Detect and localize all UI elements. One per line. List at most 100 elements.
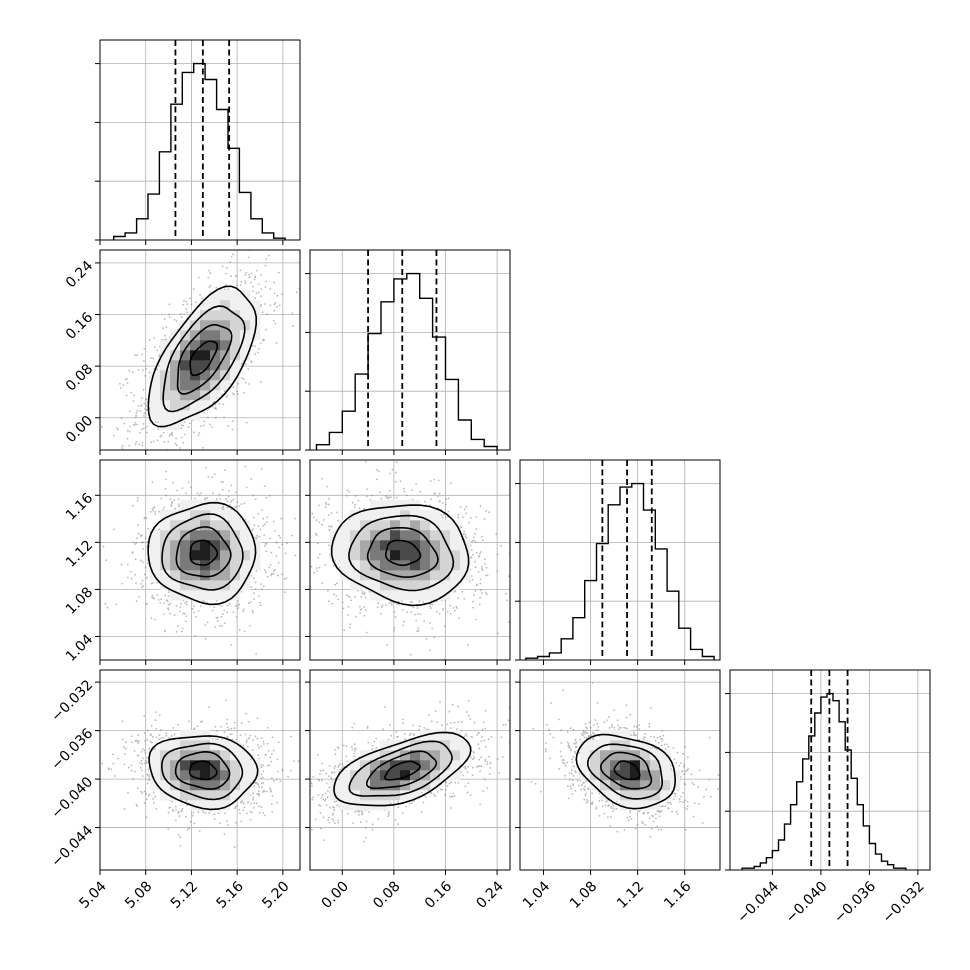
- scatter-point: [186, 311, 189, 314]
- scatter-point: [319, 827, 322, 830]
- density-bin: [340, 560, 351, 571]
- scatter-point: [213, 818, 216, 820]
- scatter-point: [321, 582, 323, 584]
- contour-level-0: [384, 539, 422, 567]
- scatter-point: [182, 303, 185, 306]
- scatter-point: [247, 801, 249, 804]
- scatter-point: [387, 496, 390, 499]
- scatter-point: [458, 616, 461, 619]
- contour-level-2: [348, 740, 453, 797]
- scatter-point: [380, 606, 383, 609]
- scatter-point: [333, 771, 336, 774]
- scatter-point: [230, 727, 233, 730]
- scatter-point: [682, 752, 684, 755]
- scatter-point: [484, 591, 487, 594]
- scatter-point: [226, 735, 229, 738]
- scatter-point: [485, 593, 488, 596]
- scatter-point: [250, 281, 252, 284]
- scatter-point: [586, 732, 589, 735]
- density-bin: [200, 740, 211, 751]
- scatter-point: [141, 369, 144, 372]
- density-bin: [190, 540, 201, 551]
- density-bin: [180, 740, 191, 751]
- scatter-point: [255, 653, 257, 656]
- density-bin: [230, 360, 241, 371]
- scatter-point: [232, 611, 235, 613]
- scatter-point: [174, 442, 177, 445]
- scatter-point: [218, 403, 221, 405]
- scatter-point: [353, 752, 356, 755]
- scatter-point: [148, 747, 151, 750]
- density-bin: [190, 520, 201, 531]
- scatter-point: [260, 766, 263, 769]
- density-bin: [160, 510, 171, 521]
- scatter-point: [563, 762, 566, 765]
- density-bin: [410, 740, 421, 751]
- scatter-point: [130, 735, 133, 737]
- scatter-point: [571, 761, 573, 763]
- scatter-point: [328, 544, 330, 547]
- scatter-point: [320, 523, 323, 526]
- density-bin: [340, 770, 351, 781]
- density-bin: [220, 770, 231, 781]
- scatter-point: [388, 489, 391, 492]
- scatter-point: [244, 280, 247, 282]
- scatter-point: [260, 764, 262, 766]
- scatter-point: [148, 339, 151, 342]
- scatter-point: [253, 802, 256, 804]
- scatter-point: [649, 835, 652, 838]
- contour-level-0: [613, 760, 641, 781]
- scatter-point: [324, 792, 327, 795]
- density-bin: [410, 570, 421, 581]
- density-bin: [450, 520, 461, 531]
- density-bin: [190, 350, 201, 361]
- y-tick-label: 1.08: [63, 584, 96, 617]
- scatter-point: [144, 408, 147, 411]
- scatter-point: [226, 611, 228, 614]
- scatter-point: [465, 506, 468, 508]
- y-tick-label: 0.16: [63, 309, 96, 342]
- scatter-point: [575, 771, 577, 774]
- scatter-point: [133, 750, 136, 752]
- scatter-point: [266, 764, 269, 767]
- scatter-point: [213, 606, 216, 609]
- scatter-point: [575, 745, 578, 748]
- density-bin: [210, 750, 221, 761]
- scatter-point: [539, 790, 542, 793]
- scatter-point: [235, 505, 238, 508]
- scatter-point: [255, 537, 258, 540]
- density-bin: [200, 530, 211, 541]
- scatter-point: [359, 605, 361, 608]
- density-bin: [240, 520, 251, 531]
- scatter-point: [254, 536, 256, 539]
- x-tick-label: 1.08: [567, 878, 600, 911]
- scatter-point: [333, 767, 336, 769]
- density-bin: [150, 530, 161, 541]
- scatter-point: [240, 503, 243, 505]
- density-bin: [420, 750, 431, 761]
- scatter-point: [228, 602, 231, 605]
- density-bin: [590, 780, 601, 791]
- scatter-point: [306, 560, 308, 562]
- scatter-point: [576, 779, 579, 782]
- scatter-point: [140, 790, 142, 793]
- density-bin: [190, 590, 201, 601]
- scatter-point: [364, 827, 367, 829]
- density-bin: [360, 560, 371, 571]
- scatter-point: [243, 392, 246, 394]
- density-bin: [390, 750, 401, 761]
- scatter-point: [387, 813, 390, 816]
- scatter-point: [270, 803, 273, 806]
- scatter-point: [395, 471, 397, 474]
- density-bin: [660, 760, 671, 771]
- scatter-point: [317, 794, 320, 796]
- density-bin: [340, 530, 351, 541]
- scatter-point: [220, 616, 223, 618]
- scatter-point: [276, 574, 279, 577]
- scatter-point: [371, 828, 374, 831]
- scatter-point: [642, 822, 644, 825]
- scatter-point: [583, 782, 585, 784]
- scatter-point: [601, 805, 604, 808]
- density-bin: [440, 760, 451, 771]
- density-bin: [440, 540, 451, 551]
